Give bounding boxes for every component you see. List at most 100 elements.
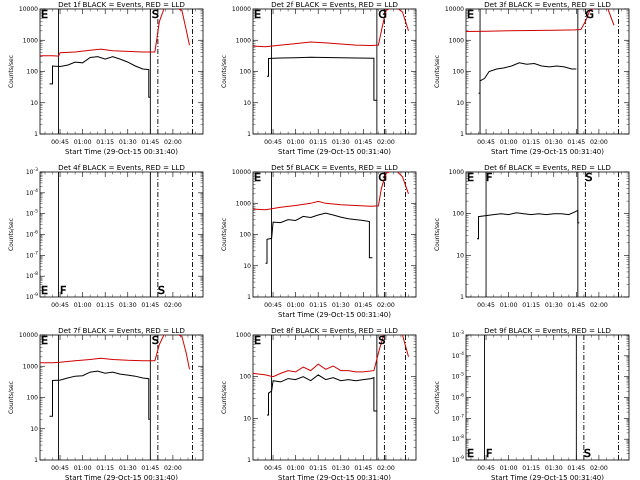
marker-letter-s: S	[152, 334, 159, 347]
x-tick-label: 01:00	[287, 302, 305, 309]
x-tick-label: 00:45	[477, 465, 495, 472]
y-tick-label: 10	[30, 100, 38, 107]
y-tick-label: 10	[456, 252, 464, 259]
series-events	[478, 62, 577, 94]
chart-det-5: Det 5f BLACK = Events, RED = LLD Counts/s…	[221, 163, 417, 319]
y-tick-label: 10000	[445, 6, 464, 13]
x-tick-label: 01:15	[309, 139, 327, 146]
chart-det-8: Det 8f BLACK = Events, RED = LLD Counts/s…	[221, 326, 417, 480]
y-tick-label: 1	[460, 131, 464, 138]
series-lld	[40, 9, 190, 57]
x-tick-label: 01:30	[332, 302, 350, 309]
y-axis-label: Counts/sec	[8, 218, 15, 251]
y-tick-label: 100	[240, 232, 252, 239]
chart-det-2: Det 2f BLACK = Events, RED = LLD Counts/s…	[221, 0, 417, 156]
chart-det-6: Det 6f BLACK = Events, RED = LLD Counts/s…	[434, 163, 630, 309]
x-tick-label: 01:00	[500, 302, 518, 309]
marker-letter-g: G	[378, 171, 387, 184]
x-tick-label: 00:45	[477, 302, 495, 309]
x-tick-label: 01:30	[332, 139, 350, 146]
x-tick-label: 00:45	[51, 302, 69, 309]
chart-det-4: Det 4f BLACK = Events, RED = LLD Counts/s…	[8, 163, 204, 309]
plot-frame	[465, 171, 630, 298]
y-tick-label: 10000	[19, 332, 38, 339]
x-tick-label: 01:00	[287, 465, 305, 472]
marker-letter-s: S	[152, 8, 159, 21]
x-tick-label: 01:00	[74, 139, 92, 146]
x-tick-label: 00:45	[264, 465, 282, 472]
series-events	[265, 212, 373, 264]
x-tick-label: 01:30	[332, 465, 350, 472]
x-tick-label: 01:00	[74, 465, 92, 472]
x-axis-label: Start Time (29-Oct-15 00:31:40)	[491, 148, 604, 156]
y-tick-label: 1000	[449, 37, 464, 44]
chart-det-1: Det 1f BLACK = Events, RED = LLD Counts/s…	[8, 0, 204, 156]
y-axis-label: Counts/sec	[221, 55, 228, 88]
plot-frame	[252, 334, 417, 461]
x-tick-label: 01:00	[500, 465, 518, 472]
chart-det-3: Det 3f BLACK = Events, RED = LLD Counts/s…	[434, 0, 630, 156]
chart-title: Det 1f BLACK = Events, RED = LLD	[58, 0, 185, 9]
x-axis-label: Start Time (29-Oct-15 00:31:40)	[278, 311, 391, 319]
y-tick-label: 1000	[23, 363, 38, 370]
y-tick-label: 100	[453, 211, 465, 218]
x-tick-label: 00:45	[51, 139, 69, 146]
y-tick-label: 10	[30, 426, 38, 433]
chart-title: Det 6f BLACK = Events, RED = LLD	[484, 163, 611, 172]
x-tick-label: 02:00	[164, 139, 182, 146]
series-lld	[253, 9, 409, 48]
series-lld	[253, 172, 409, 211]
x-tick-label: 02:00	[590, 302, 608, 309]
y-tick-label: 1	[247, 294, 251, 301]
x-tick-label: 02:00	[377, 465, 395, 472]
y-tick-label: 10-6	[26, 230, 38, 239]
x-tick-label: 01:45	[141, 139, 159, 146]
x-tick-label: 01:15	[309, 302, 327, 309]
marker-letter-e: E	[41, 8, 48, 21]
y-tick-label: 10-5	[26, 209, 38, 218]
x-axis-label: Start Time (29-Oct-15 00:31:40)	[278, 148, 391, 156]
marker-letter-f: F	[486, 171, 492, 184]
x-tick-label: 01:30	[545, 139, 563, 146]
series-events	[267, 374, 377, 416]
y-tick-label: 100	[453, 69, 465, 76]
x-tick-label: 01:45	[354, 302, 372, 309]
y-axis-label: Counts/sec	[8, 381, 15, 414]
x-axis-label: Start Time (29-Oct-15 00:31:40)	[278, 474, 391, 480]
x-tick-label: 01:45	[354, 465, 372, 472]
y-tick-label: 1000	[23, 37, 38, 44]
y-tick-label: 1	[460, 294, 464, 301]
x-axis-label: Start Time (29-Oct-15 00:31:40)	[491, 474, 604, 480]
x-tick-label: 01:00	[74, 302, 92, 309]
x-tick-label: 02:00	[377, 302, 395, 309]
y-tick-label: 10-4	[452, 351, 464, 360]
x-tick-label: 00:45	[264, 302, 282, 309]
marker-letter-e: E	[467, 171, 474, 184]
chart-title: Det 3f BLACK = Events, RED = LLD	[484, 0, 611, 9]
chart-title: Det 7f BLACK = Events, RED = LLD	[58, 326, 185, 335]
y-tick-label: 10	[456, 100, 464, 107]
x-tick-label: 01:45	[567, 465, 585, 472]
marker-letter-s: S	[585, 171, 592, 184]
y-axis-label: Counts/sec	[221, 381, 228, 414]
y-tick-label: 1	[247, 131, 251, 138]
series-lld	[466, 9, 615, 32]
marker-letter-f: F	[60, 284, 66, 297]
x-tick-label: 01:15	[96, 302, 114, 309]
marker-letter-e: E	[467, 8, 474, 21]
y-tick-label: 10-9	[452, 455, 464, 464]
x-tick-label: 01:15	[96, 139, 114, 146]
y-tick-label: 10-4	[26, 188, 38, 197]
chart-det-7: Det 7f BLACK = Events, RED = LLD Counts/s…	[8, 326, 204, 480]
y-tick-label: 100	[27, 395, 39, 402]
x-tick-label: 01:30	[119, 465, 137, 472]
series-events	[49, 56, 151, 98]
y-tick-label: 10	[243, 263, 251, 270]
chart-title: Det 8f BLACK = Events, RED = LLD	[271, 326, 398, 335]
plot-frame	[252, 8, 417, 135]
x-tick-label: 02:00	[164, 465, 182, 472]
plot-frame	[252, 171, 417, 298]
